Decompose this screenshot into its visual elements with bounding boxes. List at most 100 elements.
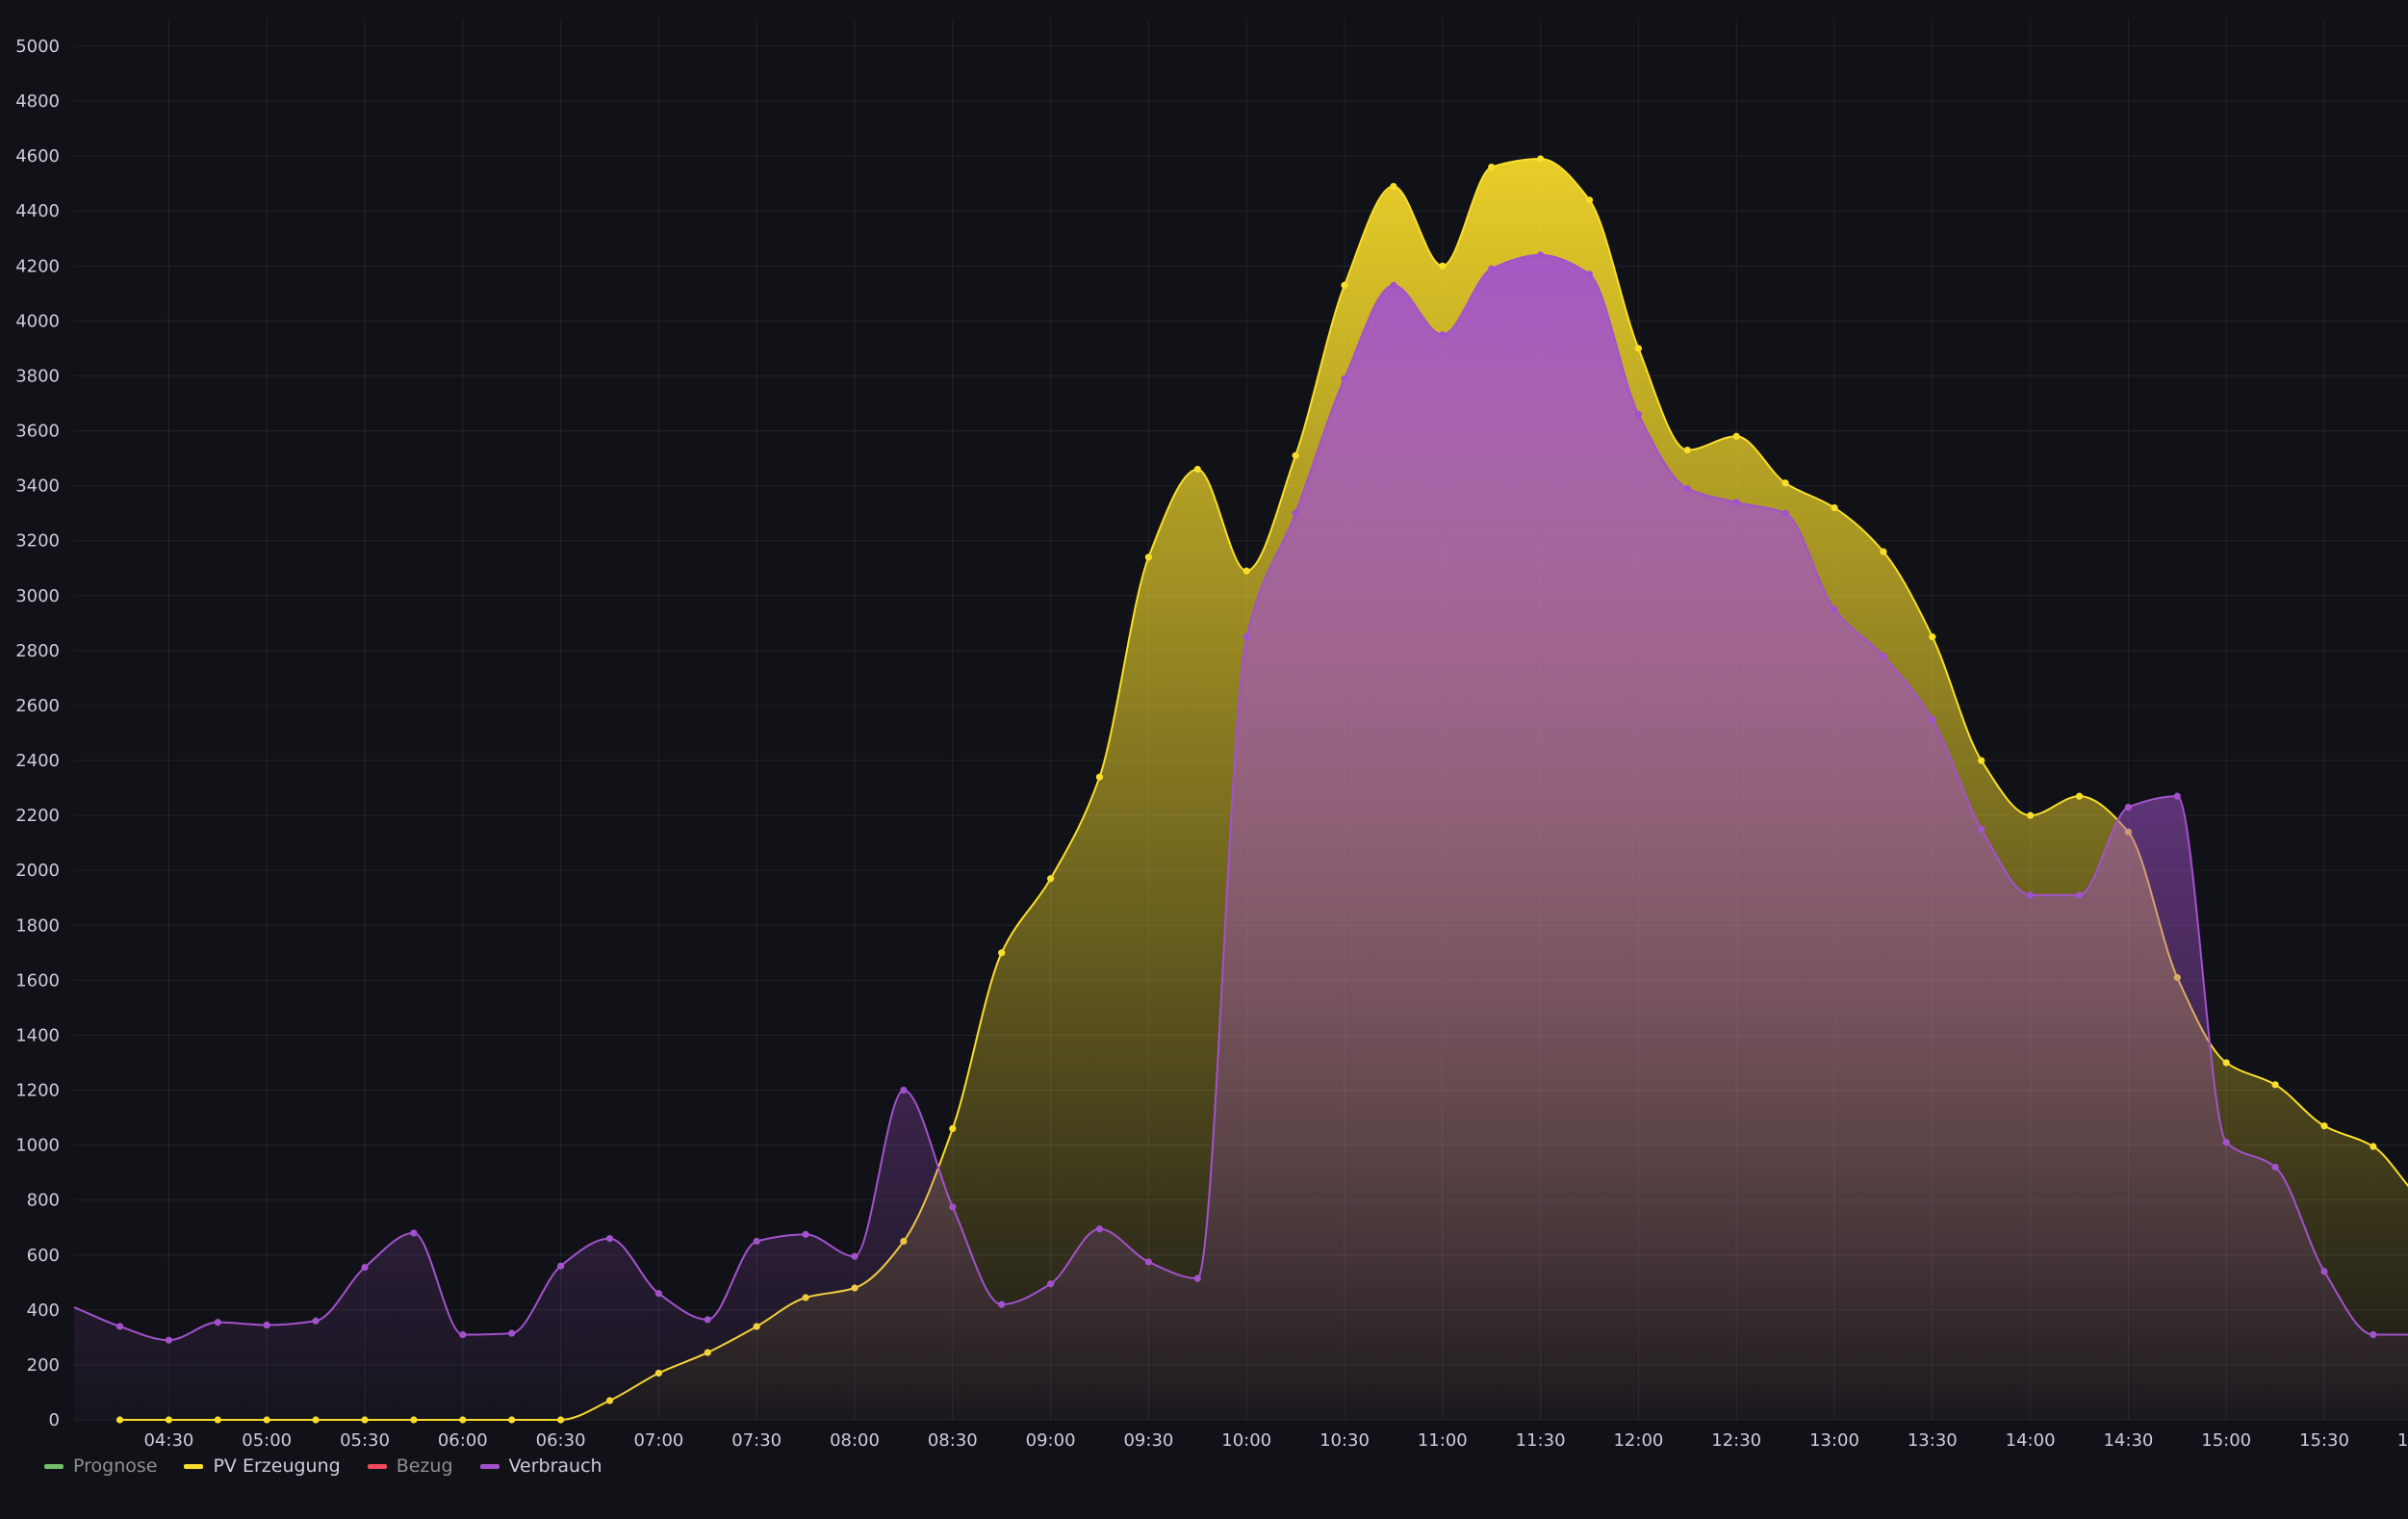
point-verbrauch[interactable]	[2124, 803, 2133, 811]
point-verbrauch[interactable]	[1341, 374, 1348, 382]
point-pv-erzeugung[interactable]	[1390, 182, 1397, 191]
point-verbrauch[interactable]	[1683, 484, 1691, 493]
y-tick-label: 3400	[15, 476, 60, 497]
point-verbrauch[interactable]	[2075, 891, 2084, 899]
point-pv-erzeugung[interactable]	[1537, 155, 1545, 163]
point-pv-erzeugung[interactable]	[1341, 281, 1348, 289]
point-pv-erzeugung[interactable]	[1047, 875, 1055, 883]
point-verbrauch[interactable]	[704, 1316, 711, 1324]
point-verbrauch[interactable]	[312, 1317, 320, 1325]
series-layer	[73, 155, 2408, 1424]
point-verbrauch[interactable]	[2320, 1268, 2328, 1275]
point-pv-erzeugung[interactable]	[1439, 262, 1447, 270]
y-tick-label: 3000	[15, 586, 60, 606]
point-verbrauch[interactable]	[1880, 652, 1887, 660]
point-verbrauch[interactable]	[1095, 1225, 1104, 1233]
point-verbrauch[interactable]	[1439, 331, 1447, 339]
point-pv-erzeugung[interactable]	[1634, 345, 1643, 352]
point-verbrauch[interactable]	[1193, 1274, 1201, 1282]
point-verbrauch[interactable]	[1390, 281, 1397, 289]
point-pv-erzeugung[interactable]	[1978, 757, 1985, 764]
point-pv-erzeugung[interactable]	[1095, 773, 1104, 781]
point-pv-erzeugung[interactable]	[1585, 196, 1594, 204]
x-tick-label: 04:30	[143, 1430, 193, 1451]
x-tick-label: 08:30	[928, 1430, 978, 1451]
x-tick-label: 14:30	[2103, 1430, 2153, 1451]
point-pv-erzeugung[interactable]	[1732, 432, 1740, 440]
point-verbrauch[interactable]	[998, 1300, 1006, 1308]
point-pv-erzeugung[interactable]	[1781, 479, 1789, 487]
point-pv-erzeugung[interactable]	[2370, 1143, 2377, 1150]
point-verbrauch[interactable]	[1929, 715, 1936, 723]
point-verbrauch[interactable]	[214, 1319, 221, 1326]
point-verbrauch[interactable]	[1831, 605, 1838, 613]
point-verbrauch[interactable]	[605, 1235, 614, 1243]
point-pv-erzeugung[interactable]	[1242, 567, 1250, 575]
point-verbrauch[interactable]	[1292, 509, 1299, 517]
point-verbrauch[interactable]	[1537, 251, 1545, 259]
point-verbrauch[interactable]	[753, 1237, 760, 1246]
point-verbrauch[interactable]	[1781, 509, 1789, 517]
point-verbrauch[interactable]	[1732, 499, 1740, 506]
point-verbrauch[interactable]	[2271, 1163, 2279, 1171]
point-pv-erzeugung[interactable]	[1683, 446, 1691, 454]
point-verbrauch[interactable]	[115, 1323, 124, 1330]
y-tick-label: 1200	[15, 1081, 60, 1101]
x-tick-label: 16:00	[2397, 1430, 2408, 1451]
legend-item-bezug[interactable]: Bezug	[367, 1455, 453, 1477]
point-pv-erzeugung[interactable]	[1193, 465, 1201, 474]
legend-item-verbrauch[interactable]: Verbrauch	[479, 1455, 602, 1477]
legend-item-prognose[interactable]: Prognose	[44, 1455, 157, 1477]
point-verbrauch[interactable]	[949, 1203, 957, 1211]
point-verbrauch[interactable]	[1978, 825, 1985, 833]
point-verbrauch[interactable]	[1634, 410, 1643, 419]
point-verbrauch[interactable]	[1488, 265, 1496, 272]
y-tick-label: 5000	[15, 37, 60, 57]
point-pv-erzeugung[interactable]	[949, 1124, 957, 1133]
point-pv-erzeugung[interactable]	[1880, 548, 1887, 555]
point-pv-erzeugung[interactable]	[998, 949, 1006, 957]
point-verbrauch[interactable]	[2370, 1330, 2377, 1339]
x-tick-label: 05:00	[242, 1430, 292, 1451]
point-verbrauch[interactable]	[851, 1252, 858, 1260]
point-pv-erzeugung[interactable]	[2222, 1059, 2230, 1067]
point-verbrauch[interactable]	[2027, 891, 2035, 899]
point-pv-erzeugung[interactable]	[1929, 633, 1936, 641]
y-tick-label: 1600	[15, 970, 60, 991]
x-tick-label: 09:30	[1123, 1430, 1173, 1451]
point-pv-erzeugung[interactable]	[2320, 1122, 2328, 1130]
point-pv-erzeugung[interactable]	[1831, 503, 1838, 512]
point-pv-erzeugung[interactable]	[1488, 163, 1496, 171]
point-verbrauch[interactable]	[1242, 633, 1250, 641]
point-verbrauch[interactable]	[263, 1321, 270, 1329]
point-verbrauch[interactable]	[557, 1262, 565, 1270]
line-verbrauch	[73, 253, 2408, 1342]
point-pv-erzeugung[interactable]	[2027, 811, 2035, 819]
x-tick-label: 12:00	[1613, 1430, 1663, 1451]
point-verbrauch[interactable]	[1047, 1280, 1055, 1288]
legend-item-pv-erzeugung[interactable]: PV Erzeugung	[184, 1455, 341, 1477]
point-verbrauch[interactable]	[1144, 1258, 1153, 1266]
point-verbrauch[interactable]	[361, 1264, 369, 1272]
y-tick-label: 2400	[15, 751, 60, 771]
y-tick-label: 600	[27, 1246, 60, 1266]
point-verbrauch[interactable]	[165, 1336, 173, 1344]
point-verbrauch[interactable]	[802, 1230, 809, 1238]
point-verbrauch[interactable]	[900, 1086, 908, 1094]
point-pv-erzeugung[interactable]	[1144, 554, 1153, 561]
point-verbrauch[interactable]	[1585, 270, 1594, 278]
y-tick-label: 2600	[15, 696, 60, 716]
point-verbrauch[interactable]	[654, 1290, 663, 1298]
point-verbrauch[interactable]	[410, 1229, 418, 1237]
point-pv-erzeugung[interactable]	[1292, 451, 1299, 459]
point-verbrauch[interactable]	[459, 1330, 467, 1339]
y-tick-label: 800	[27, 1191, 60, 1211]
x-tick-label: 12:30	[1711, 1430, 1761, 1451]
point-pv-erzeugung[interactable]	[2271, 1081, 2279, 1089]
point-pv-erzeugung[interactable]	[2075, 792, 2084, 800]
x-tick-label: 10:30	[1319, 1430, 1370, 1451]
y-tick-label: 1000	[15, 1136, 60, 1156]
point-verbrauch[interactable]	[2173, 792, 2181, 800]
point-verbrauch[interactable]	[2222, 1139, 2230, 1146]
point-verbrauch[interactable]	[508, 1329, 516, 1337]
